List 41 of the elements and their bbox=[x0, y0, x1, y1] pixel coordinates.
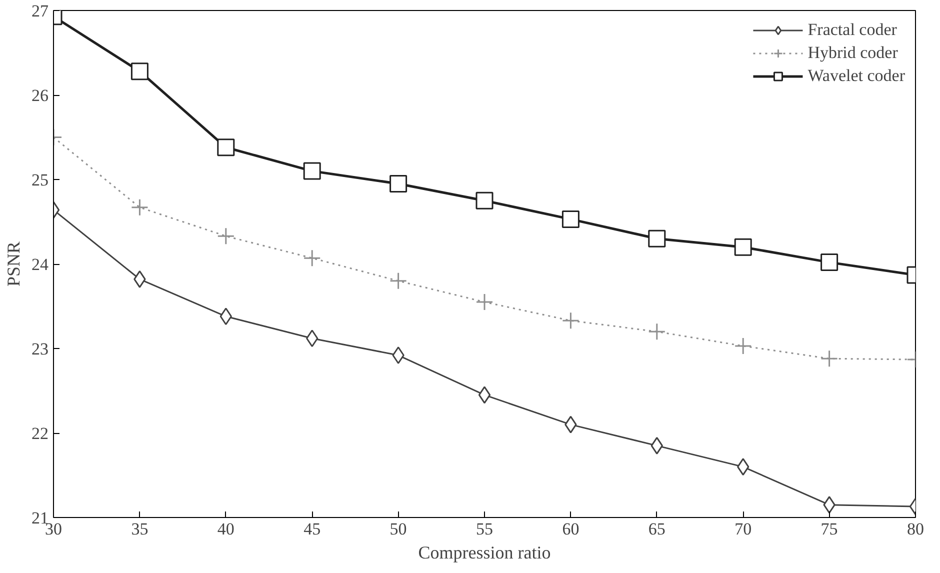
x-tick-label: 80 bbox=[907, 520, 924, 538]
point bbox=[476, 293, 494, 311]
point bbox=[734, 238, 752, 256]
point bbox=[130, 198, 148, 216]
point bbox=[217, 138, 235, 156]
point bbox=[476, 192, 494, 210]
point bbox=[820, 350, 838, 368]
point bbox=[734, 337, 752, 355]
x-axis-title: Compression ratio bbox=[418, 542, 551, 562]
x-tick-label: 60 bbox=[562, 520, 580, 538]
point bbox=[217, 227, 235, 245]
x-tick-label: 75 bbox=[820, 520, 838, 538]
point bbox=[562, 312, 580, 330]
point bbox=[390, 174, 408, 192]
y-tick-label: 24 bbox=[32, 255, 49, 274]
point bbox=[478, 386, 491, 404]
y-tick-label: 26 bbox=[32, 86, 48, 105]
point bbox=[820, 254, 838, 272]
y-axis-title: PSNR bbox=[4, 241, 24, 287]
point bbox=[303, 162, 321, 180]
x-tick-label: 50 bbox=[390, 520, 407, 538]
x-tick-label: 65 bbox=[648, 520, 666, 538]
x-tick-label: 35 bbox=[131, 520, 148, 538]
point bbox=[648, 322, 666, 340]
x-tick-label: 30 bbox=[45, 520, 62, 538]
legend-label: Hybrid coder bbox=[808, 43, 898, 63]
point bbox=[648, 230, 666, 248]
x-tick-label: 45 bbox=[304, 520, 321, 538]
point bbox=[303, 249, 321, 267]
x-tick-label: 40 bbox=[217, 520, 234, 538]
legend-label: Wavelet coder bbox=[808, 66, 905, 86]
y-tick-label: 27 bbox=[32, 2, 49, 20]
x-tick-label: 55 bbox=[476, 520, 493, 538]
point bbox=[130, 62, 148, 80]
point bbox=[562, 210, 580, 228]
x-tick-label: 70 bbox=[734, 520, 752, 538]
y-tick-label: 25 bbox=[32, 170, 48, 190]
legend-label: Fractal coder bbox=[808, 20, 897, 40]
point bbox=[390, 272, 408, 290]
y-tick-label: 23 bbox=[32, 340, 48, 358]
y-tick-label: 22 bbox=[32, 424, 48, 443]
